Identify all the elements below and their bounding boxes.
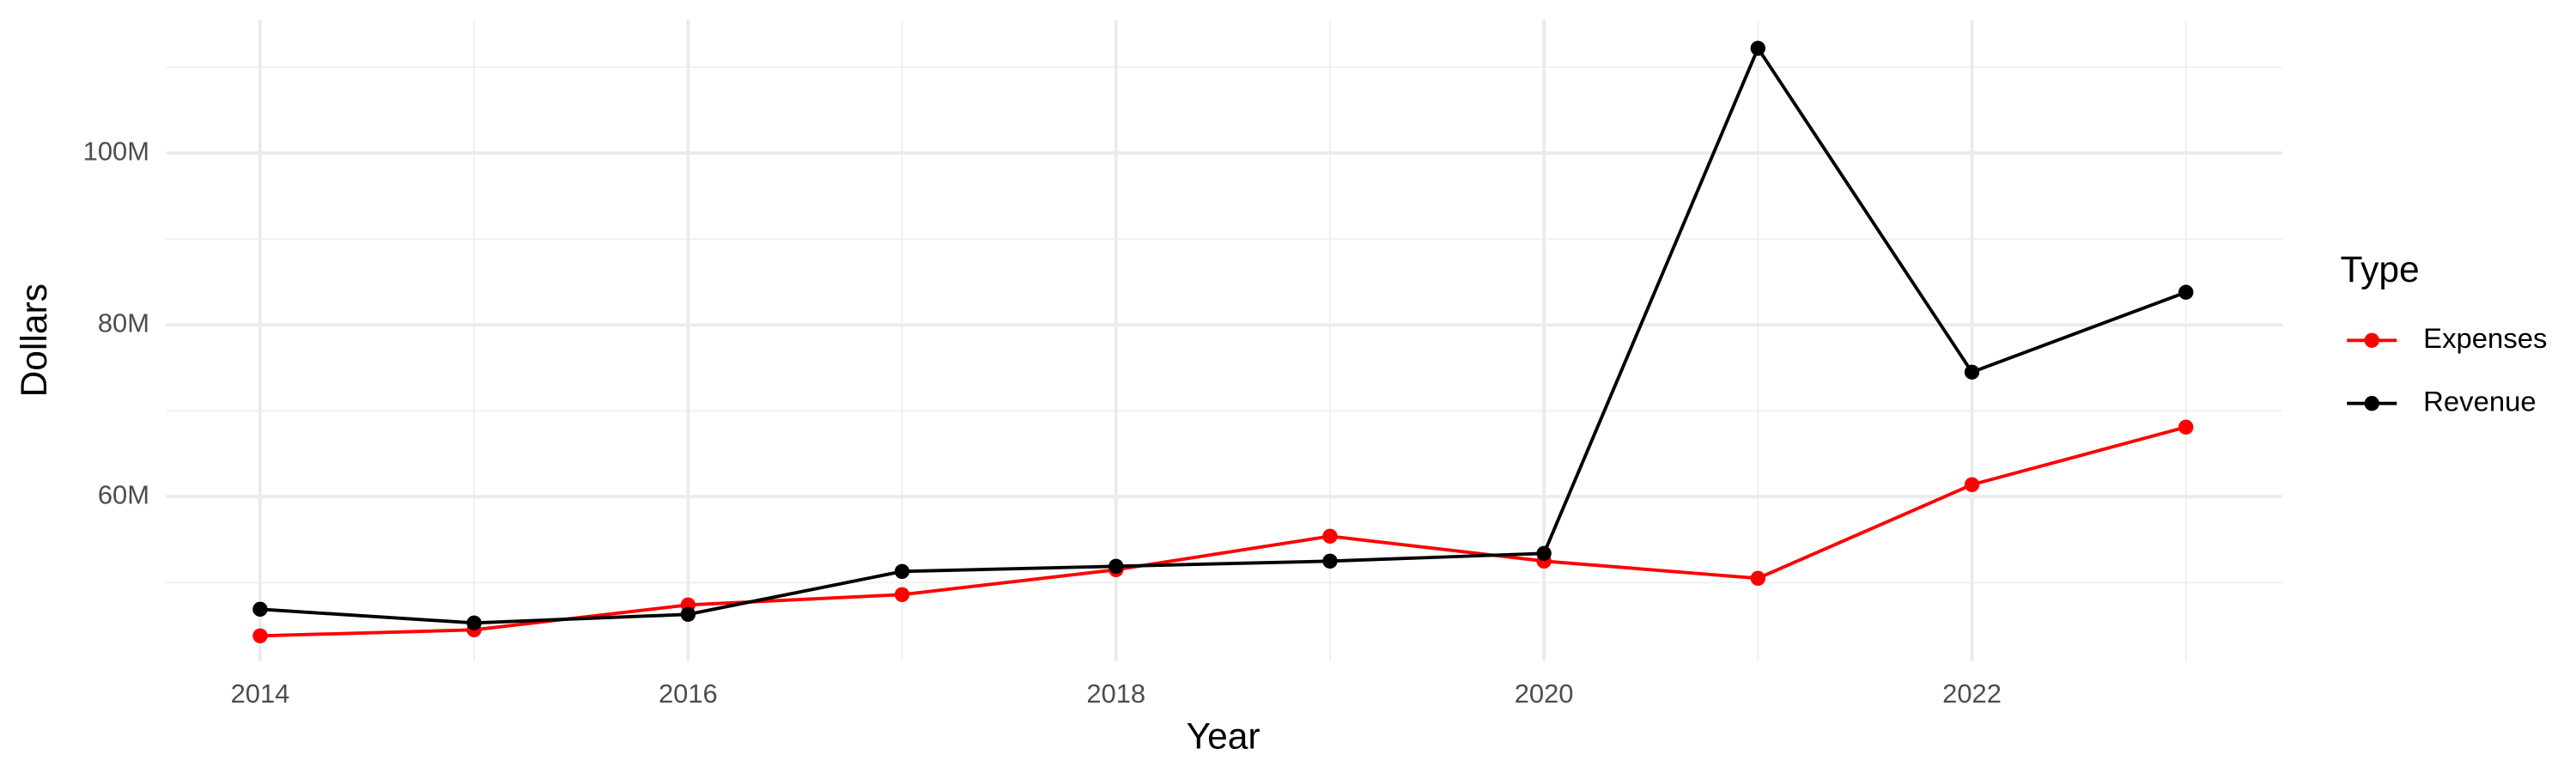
x-axis-title: Year: [1187, 716, 1261, 757]
x-tick-label: 2016: [659, 679, 718, 709]
y-tick-label: 60M: [98, 479, 149, 509]
point: [2178, 419, 2194, 435]
legend-label: Revenue: [2423, 385, 2537, 417]
point: [252, 601, 268, 618]
point: [1964, 364, 1980, 380]
point: [894, 587, 910, 603]
point: [1750, 40, 1766, 56]
y-axis-title: Dollars: [15, 283, 55, 397]
legend-key-point: [2364, 396, 2379, 411]
x-tick-label: 2018: [1086, 679, 1145, 709]
x-tick-label: 2014: [231, 679, 290, 709]
point: [1536, 545, 1552, 562]
legend-key-point: [2364, 332, 2379, 348]
point: [1322, 528, 1338, 545]
point: [1964, 477, 1980, 492]
point: [252, 628, 268, 644]
point: [2178, 284, 2194, 300]
point: [466, 615, 482, 631]
line: [259, 45, 2187, 625]
point: [680, 606, 696, 623]
y-tick-label: 100M: [83, 136, 149, 166]
point: [894, 563, 910, 580]
legend-label: Expenses: [2423, 322, 2547, 354]
point: [1750, 570, 1766, 587]
y-tick-label: 80M: [98, 307, 149, 338]
x-tick-label: 2020: [1515, 679, 1574, 709]
point: [1109, 558, 1124, 575]
point: [1322, 553, 1338, 569]
line: [259, 425, 2187, 638]
legend-title: Type: [2341, 250, 2420, 290]
x-tick-label: 2022: [1942, 679, 2002, 709]
